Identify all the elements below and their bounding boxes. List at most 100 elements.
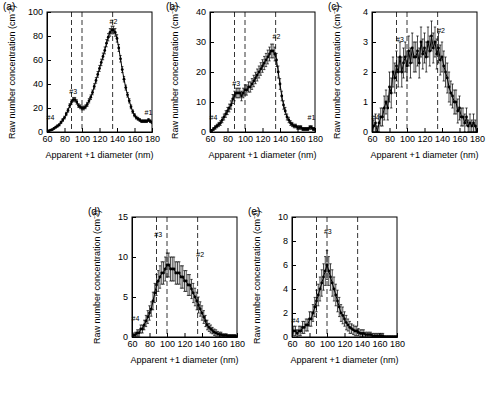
data-point [414,56,417,59]
error-bar-cap [450,81,452,82]
x-tick-label: 60 [367,134,377,144]
error-bar-stem [231,335,232,337]
error-bar-cap [197,297,199,298]
error-bar-stem [390,336,391,337]
error-bar-cap [427,27,429,28]
error-bar-stem [54,128,55,129]
reference-line [167,217,168,337]
data-point [263,62,266,65]
error-bar-cap [211,333,213,334]
error-bar-cap [415,72,417,73]
data-point [376,131,379,132]
error-bar-stem [463,108,464,126]
error-bar-cap [322,290,324,291]
y-tick-mark [292,217,296,218]
data-point [372,131,373,132]
error-bar-cap [145,315,147,316]
data-point [317,294,320,297]
data-point [397,71,400,74]
error-bar-stem [308,128,309,131]
error-bar-cap [134,337,136,338]
x-tick-label: 80 [385,134,395,144]
error-bar [448,72,450,102]
error-bar-cap [162,284,164,285]
error-bar-cap [307,331,309,332]
error-bar-stem [165,257,166,281]
data-point [444,71,447,74]
x-tick: 80 [223,128,233,144]
y-tick-label: 3 [363,37,368,47]
data-point [476,131,477,132]
y-tick-mark [47,108,51,109]
error-bar [423,33,425,63]
x-tick-label: 100 [238,134,253,144]
data-point [202,316,205,319]
y-axis-title: Raw number concentration (cm⁻³) [92,210,102,344]
data-point [294,330,297,333]
y-tick: 6 [283,260,296,270]
data-point [249,86,252,89]
error-bar-cap [201,320,203,321]
data-point [74,98,77,101]
y-tick-label: 20 [33,103,43,113]
y-axis-title: Raw number concentration (cm⁻³) [7,5,17,139]
error-bar-cap [338,297,340,298]
error-bar-cap [437,63,439,64]
annotation: #1 [145,109,153,116]
error-bar-cap [253,86,255,87]
y-tick: 0 [201,127,214,137]
error-bar-cap [312,321,314,322]
data-point [105,42,108,45]
reference-line [275,12,276,132]
x-tick-label: 180 [308,134,323,144]
data-point [329,276,332,279]
error-bar [443,51,445,81]
error-bar-cap [185,270,187,271]
x-tick-label: 100 [160,339,175,349]
error-bar-cap [260,62,262,63]
error-bar-stem [384,96,385,120]
error-bar-cap [317,284,319,285]
error-bar-stem [475,120,476,132]
error-bar [416,36,418,66]
error-bar-cap [314,297,316,298]
error-bar-cap [213,335,215,336]
error-bar-cap [83,109,85,110]
error-bar-stem [151,302,152,316]
error-bar-stem [149,306,150,320]
error-bar-cap [254,83,256,84]
x-tick-mark [135,128,136,132]
error-bar-cap [114,28,116,29]
error-bar-cap [185,291,187,292]
error-bar-cap [446,93,448,94]
data-point [219,122,222,125]
error-bar-cap [451,108,453,109]
error-bar-stem [217,124,218,128]
error-bar-stem [220,121,221,126]
error-bar [415,42,417,72]
data-point [322,276,325,279]
y-tick-mark [47,84,51,85]
error-bar-cap [382,333,384,334]
error-bar [347,319,349,331]
y-tick-mark [210,12,214,13]
error-bar-cap [112,33,114,34]
annotation: #3 [232,80,240,87]
error-bar-cap [343,311,345,312]
data-point [67,109,70,112]
y-tick-mark [292,289,296,290]
error-bar-cap [402,78,404,79]
data-point [231,98,234,101]
error-bar-cap [423,63,425,64]
x-tick-label: 140 [273,134,288,144]
y-tick-mark [210,72,214,73]
data-point [338,306,341,309]
y-tick-label: 10 [118,252,128,262]
error-bar [267,50,269,64]
plot-frame [292,217,397,337]
error-bar-stem [110,29,111,37]
error-bar-cap [404,42,406,43]
error-bar [63,116,65,119]
error-bar-cap [258,66,260,67]
error-bar-cap [401,87,403,88]
